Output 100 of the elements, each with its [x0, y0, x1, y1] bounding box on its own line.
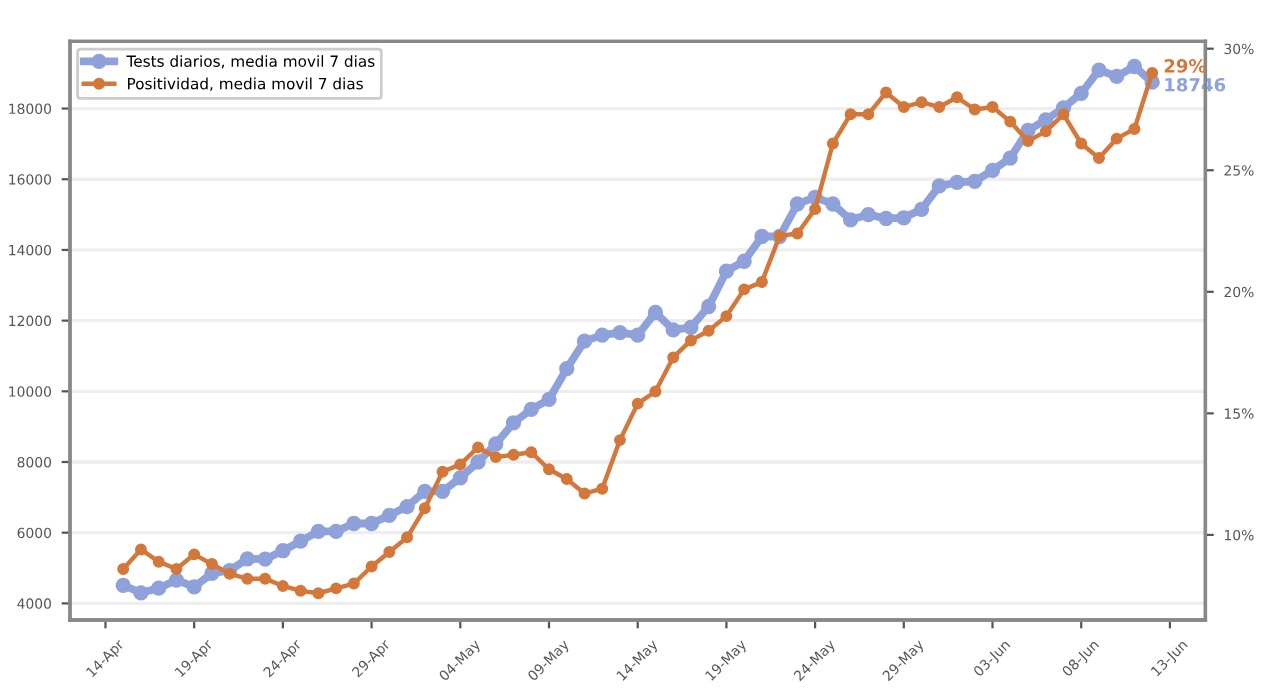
point	[754, 228, 770, 245]
point	[505, 415, 522, 431]
point	[986, 101, 999, 114]
point	[257, 551, 273, 567]
point	[683, 319, 699, 335]
point	[1146, 67, 1159, 79]
point	[578, 487, 591, 500]
point	[667, 351, 680, 364]
point	[825, 196, 841, 212]
point	[186, 579, 202, 595]
point	[152, 555, 165, 568]
point	[115, 577, 131, 593]
point	[1039, 125, 1052, 138]
point	[347, 577, 360, 590]
point	[168, 572, 185, 588]
point	[188, 548, 201, 561]
point	[452, 470, 468, 486]
point	[878, 210, 894, 227]
point	[931, 178, 947, 194]
point	[1073, 85, 1089, 101]
point	[363, 515, 380, 532]
point	[755, 276, 768, 289]
point	[1128, 122, 1141, 135]
point	[860, 206, 876, 223]
point	[381, 507, 397, 524]
point	[826, 137, 839, 150]
point	[294, 584, 307, 597]
point	[649, 385, 662, 398]
point	[844, 108, 857, 121]
point	[470, 454, 486, 470]
point	[401, 531, 414, 544]
point	[1075, 137, 1088, 150]
point	[205, 558, 218, 571]
point	[330, 582, 343, 595]
point	[862, 108, 875, 121]
point	[223, 567, 236, 580]
point	[576, 333, 593, 349]
point	[1110, 132, 1123, 145]
point	[133, 585, 149, 601]
point	[523, 401, 539, 417]
point	[951, 91, 963, 104]
point	[897, 101, 910, 114]
point	[809, 203, 822, 216]
point	[949, 174, 965, 191]
point	[984, 162, 1001, 179]
point	[933, 101, 946, 114]
point	[117, 562, 130, 575]
point	[259, 572, 272, 585]
point	[541, 391, 557, 408]
point	[791, 227, 804, 240]
point	[399, 498, 415, 515]
point	[684, 334, 697, 347]
point	[454, 458, 467, 471]
point	[472, 441, 485, 454]
point	[1091, 62, 1107, 78]
point	[915, 96, 928, 109]
point	[594, 327, 610, 343]
point	[275, 543, 291, 559]
point	[559, 361, 575, 377]
point	[738, 283, 751, 296]
point	[365, 560, 378, 573]
point	[418, 502, 431, 515]
point	[1038, 112, 1054, 128]
point	[702, 324, 715, 337]
point	[880, 86, 893, 99]
point	[434, 483, 451, 499]
point	[720, 310, 733, 323]
point	[134, 543, 147, 556]
point	[612, 325, 628, 341]
point	[1109, 68, 1125, 85]
point	[1004, 115, 1017, 128]
point	[1022, 135, 1034, 148]
point	[630, 327, 646, 343]
point	[1126, 58, 1143, 75]
point	[665, 322, 681, 338]
point	[436, 465, 449, 478]
point	[913, 201, 930, 217]
point	[241, 572, 254, 585]
point	[543, 463, 555, 476]
point	[736, 253, 752, 269]
point	[718, 263, 735, 279]
point	[170, 562, 183, 575]
point	[310, 523, 327, 539]
point	[647, 304, 664, 321]
point	[151, 580, 167, 596]
point	[1002, 150, 1018, 166]
point	[1057, 108, 1070, 121]
point	[701, 298, 717, 315]
point	[968, 103, 981, 116]
point	[488, 436, 504, 452]
point	[383, 545, 396, 558]
point	[292, 533, 309, 549]
point	[507, 448, 520, 461]
point	[489, 451, 502, 464]
point	[789, 196, 806, 212]
point	[1092, 152, 1105, 165]
point	[967, 173, 983, 190]
point	[346, 515, 362, 532]
point	[312, 587, 325, 600]
point	[417, 483, 433, 499]
